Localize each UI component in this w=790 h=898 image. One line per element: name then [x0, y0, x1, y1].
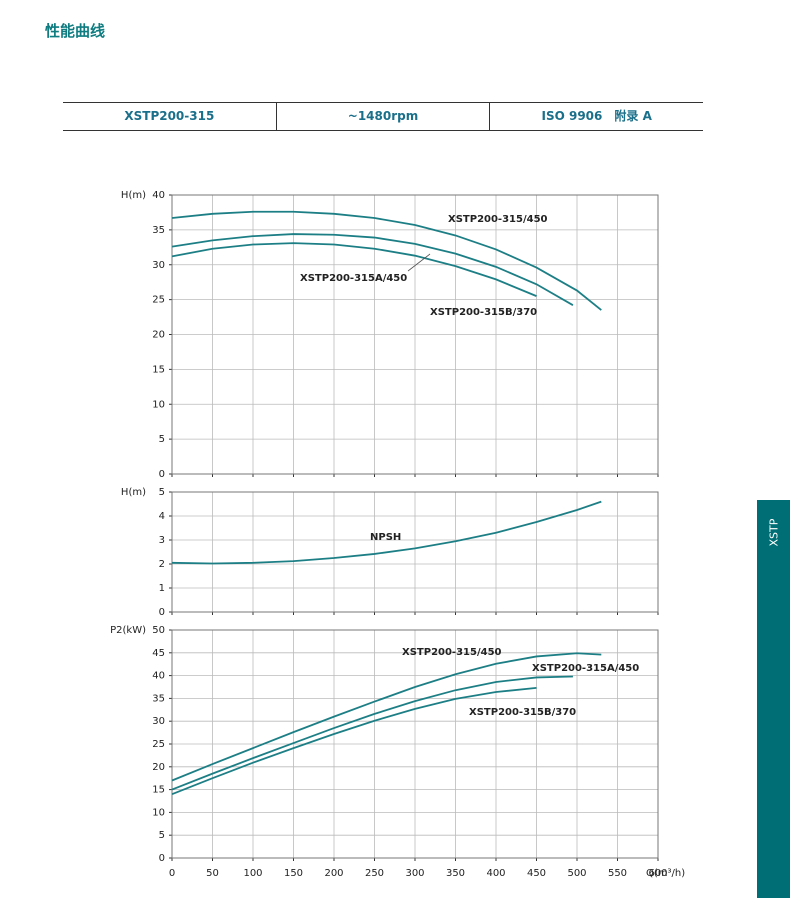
y-tick-label: 5	[159, 830, 165, 841]
header-cell: XSTP200-315	[124, 109, 215, 123]
y-tick-label: 50	[152, 625, 165, 636]
x-tick-label: 450	[527, 868, 546, 879]
x-tick-label: 550	[608, 868, 627, 879]
header-table: XSTP200-315 ~1480rpm ISO 9906 附录 A	[63, 102, 703, 131]
x-tick-label: 250	[365, 868, 384, 879]
x-tick-label: 0	[169, 868, 175, 879]
y-tick-label: 15	[152, 785, 165, 796]
x-tick-label: 300	[405, 868, 424, 879]
y-tick-label: 3	[159, 535, 165, 546]
leader-line	[407, 253, 431, 272]
y-tick-label: 0	[159, 853, 165, 864]
y-axis-label: P2(kW)	[110, 625, 146, 636]
curve	[171, 687, 537, 795]
x-tick-label: 500	[567, 868, 586, 879]
curve-label: NPSH	[370, 532, 401, 543]
curve-label: XSTP200-315A/450	[300, 273, 407, 284]
side-tab-label: XSTP	[767, 518, 781, 547]
y-tick-label: 10	[152, 399, 165, 410]
y-tick-label: 20	[152, 762, 165, 773]
y-tick-label: 0	[159, 607, 165, 618]
y-tick-label: 0	[159, 469, 165, 480]
header-cell: ISO 9906 附录 A	[489, 103, 703, 130]
y-tick-label: 25	[152, 295, 165, 306]
curve-label: XSTP200-315/450	[402, 647, 502, 658]
y-tick-label: 40	[152, 190, 165, 201]
side-tab: XSTP	[757, 500, 790, 898]
x-tick-label: 350	[446, 868, 465, 879]
curve	[171, 233, 574, 306]
y-tick-label: 20	[152, 330, 165, 341]
x-tick-label: 600	[648, 868, 667, 879]
y-tick-label: 45	[152, 648, 165, 659]
x-tick-label: 50	[206, 868, 219, 879]
y-tick-label: 2	[159, 559, 165, 570]
y-tick-label: 1	[159, 583, 165, 594]
curve-label: XSTP200-315B/370	[469, 707, 576, 718]
plot-frame	[171, 194, 659, 475]
x-tick-label: 200	[324, 868, 343, 879]
curve-label: XSTP200-315/450	[448, 214, 548, 225]
y-axis-label: H(m)	[121, 487, 146, 498]
curve-label: XSTP200-315A/450	[532, 663, 639, 674]
y-axis-label: H(m)	[121, 190, 146, 201]
y-tick-label: 25	[152, 739, 165, 750]
y-tick-label: 5	[159, 434, 165, 445]
plot-frame	[171, 629, 659, 859]
curve	[171, 210, 602, 311]
plot-frame	[171, 491, 659, 613]
curve	[171, 652, 602, 782]
x-tick-label: 400	[486, 868, 505, 879]
y-tick-label: 30	[152, 716, 165, 727]
y-tick-label: 10	[152, 807, 165, 818]
curve-label: XSTP200-315B/370	[430, 307, 537, 318]
y-tick-label: 5	[159, 487, 165, 498]
y-tick-label: 40	[152, 671, 165, 682]
page-title: 性能曲线	[45, 22, 106, 40]
y-tick-label: 30	[152, 260, 165, 271]
x-tick-label: 150	[284, 868, 303, 879]
x-axis-label: Q(m³/h)	[646, 868, 685, 879]
y-tick-label: 15	[152, 364, 165, 375]
y-tick-label: 35	[152, 693, 165, 704]
header-cell: ~1480rpm	[275, 103, 490, 130]
y-tick-label: 4	[159, 511, 165, 522]
curve	[171, 675, 573, 791]
x-tick-label: 100	[243, 868, 262, 879]
y-tick-label: 35	[152, 225, 165, 236]
chart: 0510152025303540H(m)XSTP200-315/450XSTP2…	[110, 190, 685, 879]
curve	[171, 500, 602, 565]
curve	[171, 242, 537, 297]
